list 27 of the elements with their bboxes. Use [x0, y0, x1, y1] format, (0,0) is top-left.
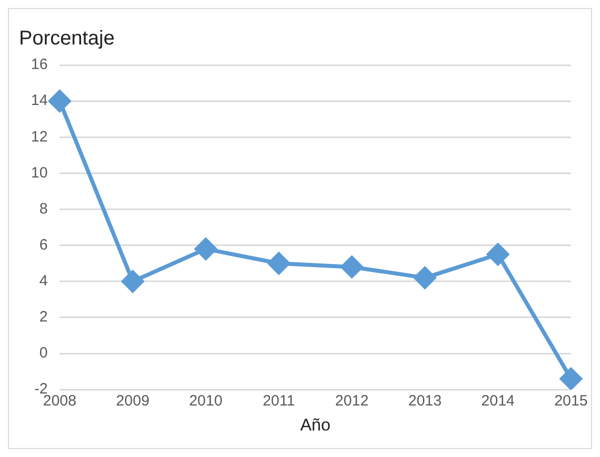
- y-tick-label: 6: [39, 236, 48, 254]
- x-tick-label: 2009: [116, 392, 150, 410]
- y-tick-label: 16: [30, 56, 48, 74]
- x-axis-title: Año: [300, 415, 330, 434]
- point: [194, 238, 217, 260]
- point: [486, 243, 509, 266]
- point: [268, 252, 290, 274]
- x-tick-label: 2014: [481, 392, 515, 410]
- point: [340, 256, 363, 278]
- y-tick-label: 8: [39, 200, 48, 218]
- x-tick-label: 2013: [408, 392, 442, 410]
- x-tick-label: 2011: [262, 392, 295, 410]
- x-tick-label: 2010: [189, 392, 222, 410]
- x-tick-label: 2008: [42, 392, 76, 410]
- chart-title: Porcentaje: [19, 28, 115, 50]
- point: [122, 270, 144, 292]
- y-tick-label: 0: [39, 344, 48, 362]
- point: [560, 368, 582, 390]
- y-tick-label: 4: [39, 272, 48, 290]
- point: [48, 90, 71, 112]
- point: [414, 266, 436, 289]
- y-tick-label: 12: [30, 128, 48, 146]
- y-tick-label: 10: [30, 164, 48, 182]
- x-tick-label: 2015: [554, 392, 588, 410]
- y-tick-label: 14: [30, 92, 48, 110]
- x-tick-label: 2012: [335, 392, 369, 410]
- y-tick-label: 2: [39, 308, 48, 326]
